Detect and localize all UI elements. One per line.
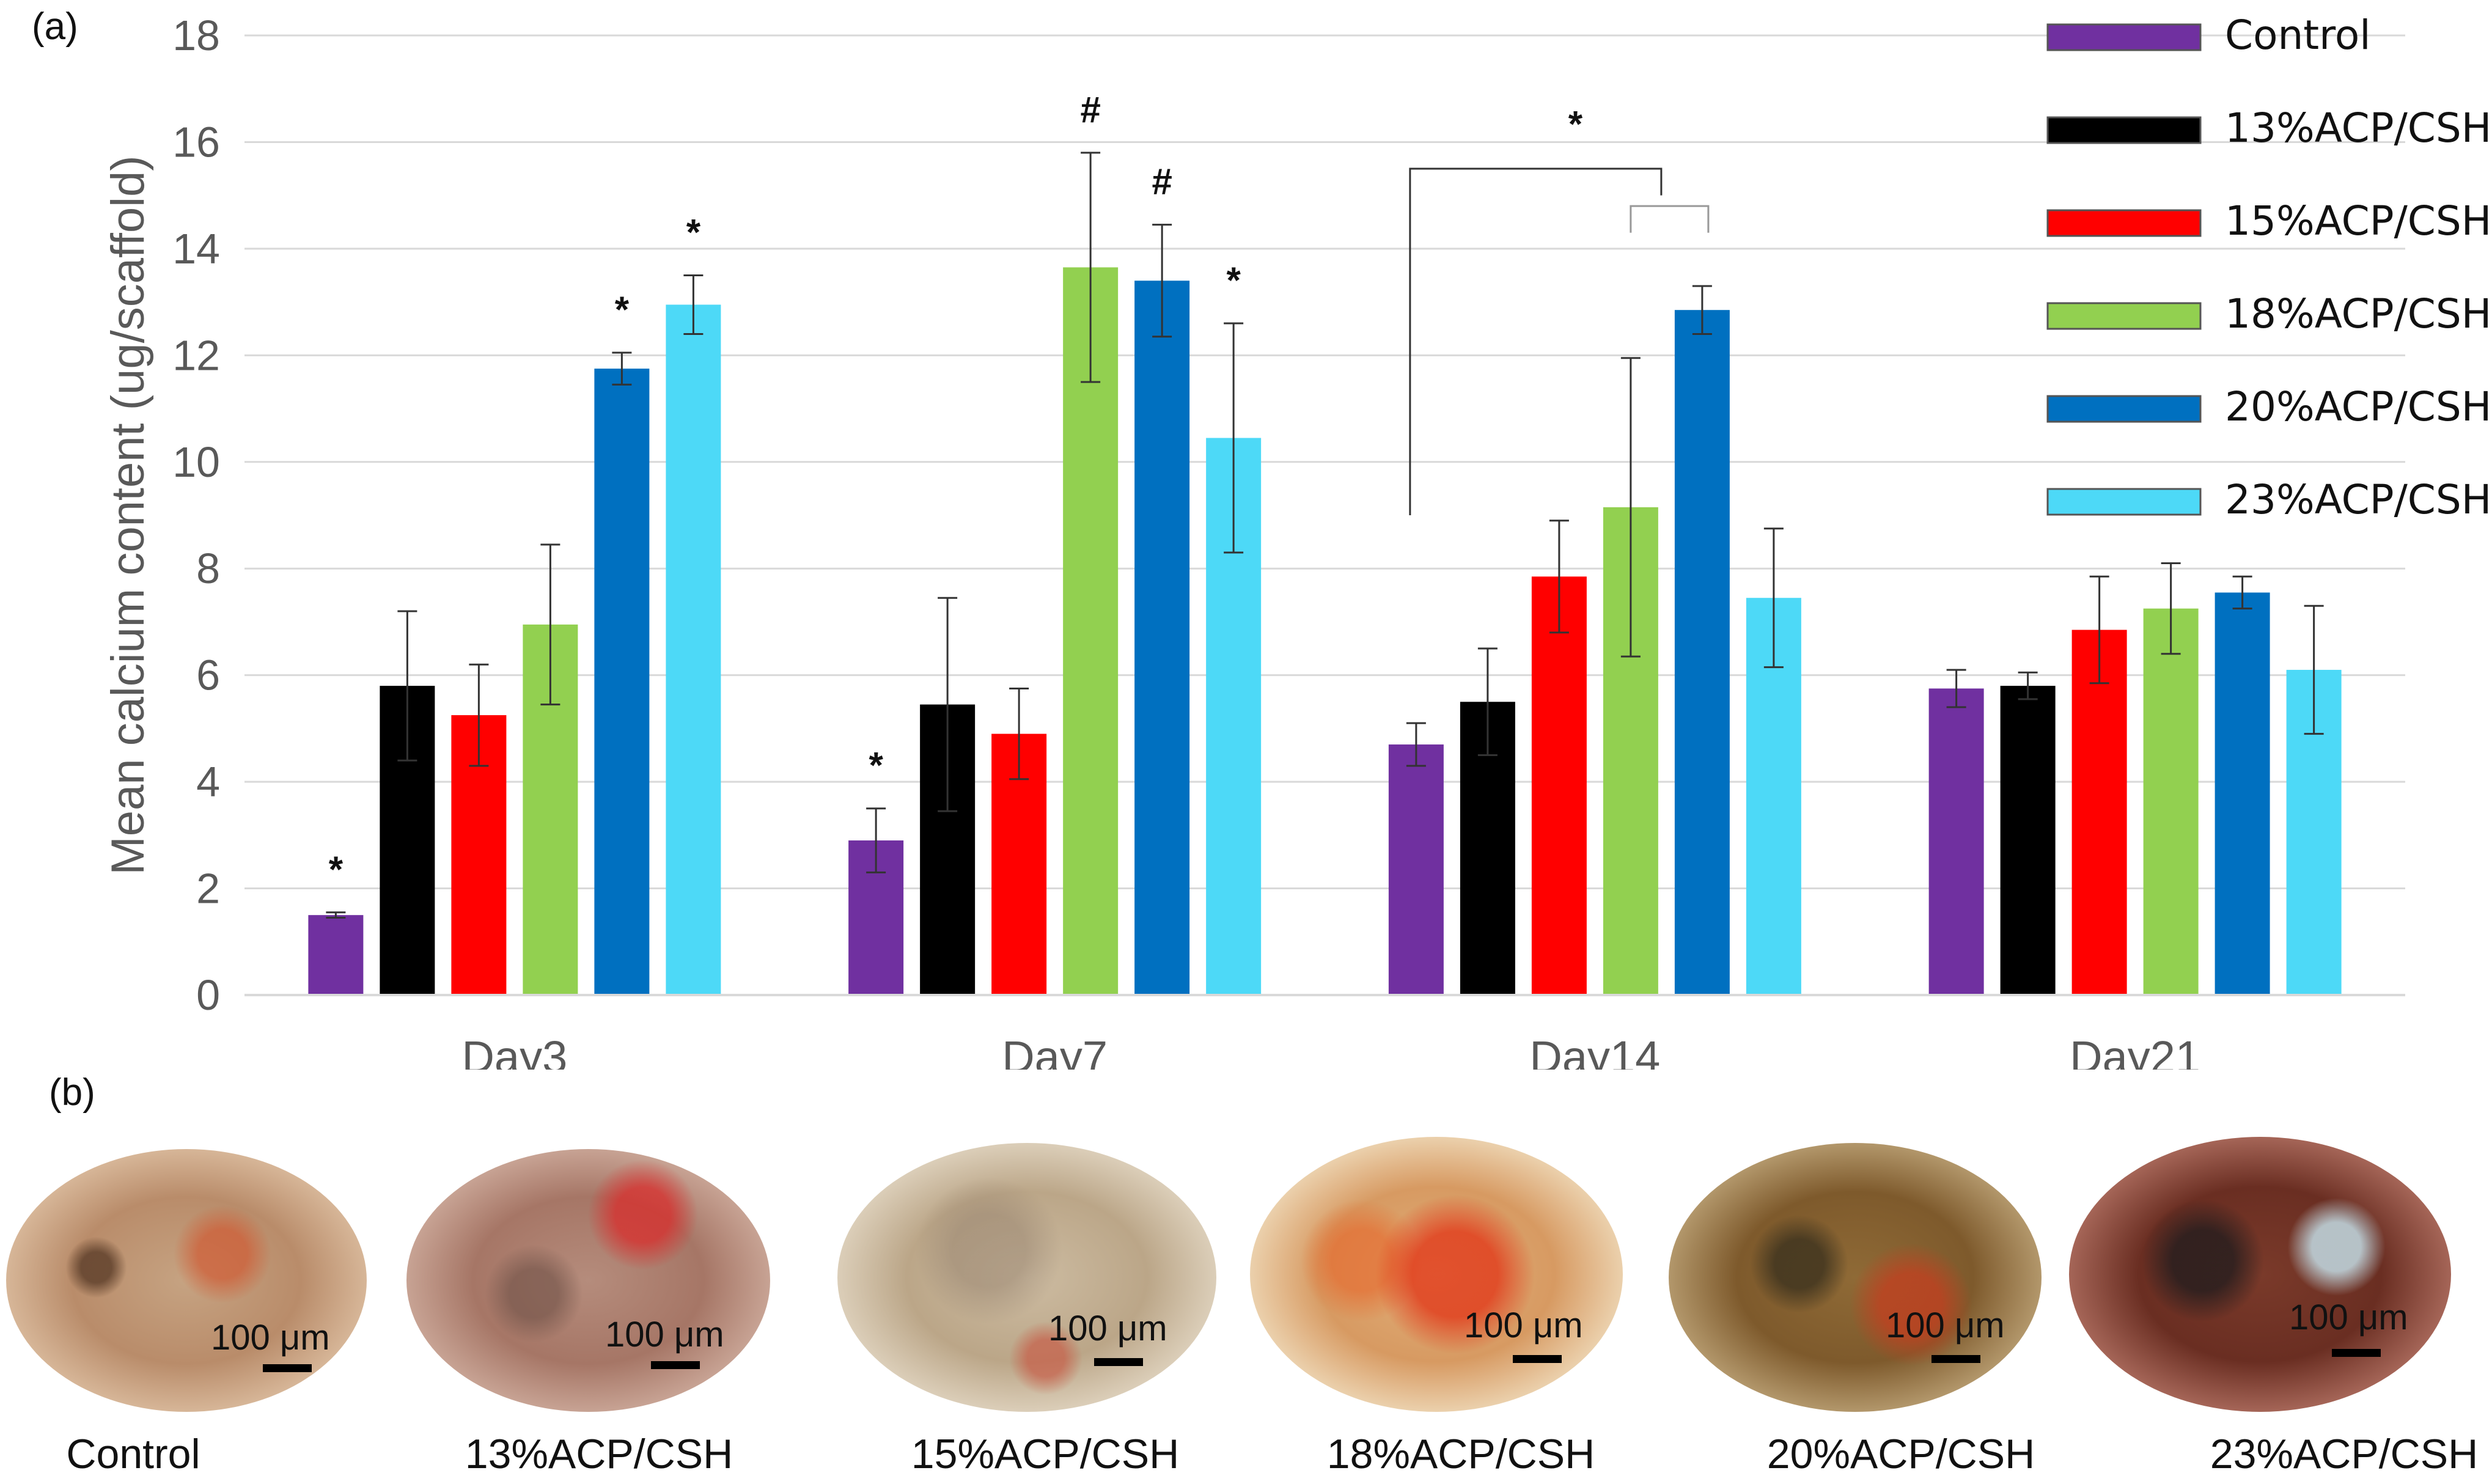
legend-entry: 13%ACP/CSH: [2225, 105, 2491, 152]
micrograph-20acp: 100 μm: [1669, 1143, 2042, 1412]
x-tick-label: Day21: [2070, 1032, 2200, 1070]
legend-swatch: [2046, 488, 2202, 516]
caption-control: Control: [66, 1431, 200, 1477]
bar: [2214, 592, 2270, 995]
bar: [2143, 608, 2199, 995]
micrograph-image: [406, 1149, 770, 1412]
legend-swatch: [2046, 395, 2202, 423]
scale-bar: [1094, 1358, 1143, 1366]
micrograph-15acp: 100 μm: [837, 1143, 1216, 1412]
legend-entry: 15%ACP/CSH: [2225, 197, 2491, 244]
scale-bar: [1513, 1355, 1562, 1363]
significance-marker: *: [1568, 104, 1583, 145]
significance-marker: *: [869, 745, 883, 786]
caption-18acp: 18%ACP/CSH: [1326, 1431, 1595, 1477]
scale-label: 100 μm: [1464, 1306, 1583, 1345]
calcium-bar-chart: 0 2 4 6 8 10 12 14 16 18 Mean calcium content (ug/…: [102, 12, 2491, 1070]
chart-axes: 0 2 4 6 8 10 12 14 16 18 Mean calcium content (ug/…: [102, 12, 2405, 1070]
scale-label: 100 μm: [605, 1315, 724, 1354]
bar: [1388, 744, 1444, 995]
x-tick-label: Day3: [461, 1032, 567, 1070]
significance-marker: #: [1080, 89, 1100, 130]
caption-13acp: 13%ACP/CSH: [465, 1431, 733, 1477]
micrograph-image: [837, 1143, 1216, 1412]
chart-annotations: * * * * # # * *: [329, 89, 1710, 890]
y-tick-label: 6: [196, 652, 220, 699]
legend-swatch: [2046, 116, 2202, 144]
scale-label: 100 μm: [211, 1318, 330, 1357]
scale-label: 100 μm: [1048, 1309, 1167, 1348]
bar: [1674, 310, 1730, 995]
y-tick-label: 10: [172, 438, 220, 486]
micrograph-23acp: 100 μm: [2069, 1137, 2451, 1412]
y-tick-label: 2: [196, 865, 220, 913]
legend-entry: Control: [2225, 12, 2371, 59]
legend-entry: 23%ACP/CSH: [2225, 476, 2491, 523]
caption-20acp: 20%ACP/CSH: [1766, 1431, 2035, 1477]
micrograph-image: [2069, 1137, 2451, 1412]
legend-swatch: [2046, 23, 2202, 51]
x-tick-label: Day14: [1529, 1032, 1660, 1070]
legend-swatch: [2046, 302, 2202, 330]
y-tick-label: 4: [196, 758, 220, 806]
y-tick-label: 18: [172, 12, 220, 59]
y-tick-label: 8: [196, 545, 220, 592]
scale-bar: [651, 1361, 700, 1369]
scale-bar: [263, 1364, 312, 1372]
scale-label: 100 μm: [2289, 1298, 2408, 1337]
chart-bars: [308, 267, 2342, 996]
significance-marker: *: [615, 289, 630, 330]
significance-marker: *: [1226, 260, 1241, 301]
bar: [2000, 686, 2056, 995]
caption-23acp: 23%ACP/CSH: [2210, 1431, 2479, 1477]
y-tick-label: 12: [172, 331, 220, 379]
bar: [666, 304, 721, 996]
micrograph-13acp: 100 μm: [406, 1149, 770, 1412]
significance-marker: *: [329, 849, 344, 890]
scale-bar: [2332, 1349, 2381, 1357]
y-axis-label: Mean calcium content (ug/scaffold): [102, 155, 154, 875]
y-tick-label: 0: [196, 971, 220, 1019]
legend-entry: 20%ACP/CSH: [2225, 383, 2491, 430]
micrograph-18acp: 100 μm: [1250, 1137, 1623, 1412]
bar: [594, 369, 650, 995]
scale-label: 100 μm: [1886, 1306, 2005, 1345]
bar: [1063, 267, 1119, 996]
micrograph-image: [1250, 1137, 1623, 1412]
y-tick-label: 14: [172, 225, 220, 273]
panel-b-label: (b): [49, 1071, 95, 1114]
significance-marker: #: [1152, 161, 1172, 202]
micrograph-control: 100 μm: [6, 1149, 367, 1412]
bar: [2071, 630, 2127, 995]
caption-15acp: 15%ACP/CSH: [911, 1431, 1180, 1477]
bar: [1531, 576, 1587, 995]
legend-entry: 18%ACP/CSH: [2225, 290, 2491, 337]
y-tick-label: 16: [172, 118, 220, 166]
micrograph-image: [1669, 1143, 2042, 1412]
significance-bracket-inner: [1630, 205, 1710, 233]
micrograph-image: [6, 1149, 367, 1412]
bar: [308, 915, 364, 995]
significance-marker: *: [686, 212, 701, 253]
scale-bar: [1931, 1355, 1980, 1363]
chart-error-bars: [326, 152, 2324, 919]
x-tick-label: Day7: [1002, 1032, 1108, 1070]
significance-bracket: [1409, 167, 1663, 515]
legend-swatch: [2046, 209, 2202, 237]
panel-a-label: (a): [32, 6, 78, 48]
bar: [1928, 688, 1984, 995]
chart-legend: Control 13%ACP/CSH 15%ACP/CSH 18%ACP/CSH 20%…: [2046, 12, 2491, 523]
bar: [1134, 281, 1190, 996]
